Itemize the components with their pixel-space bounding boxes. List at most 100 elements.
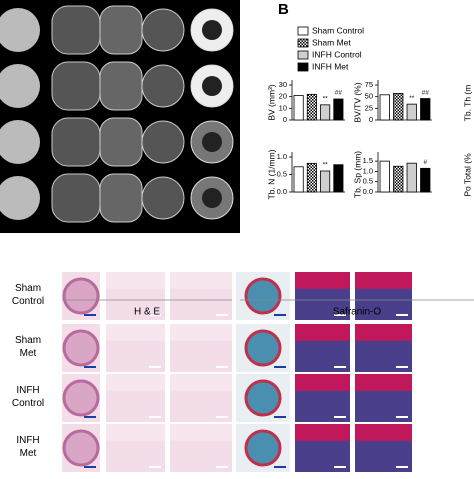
- cartilage: [295, 272, 350, 289]
- cartilage: [355, 324, 412, 341]
- legend-swatch: [297, 38, 309, 48]
- cartilage: [355, 272, 412, 289]
- significance-label: #: [423, 159, 427, 166]
- legend-swatch: [297, 62, 309, 72]
- legend-label: INFH Control: [312, 49, 362, 59]
- cartilage: [106, 272, 165, 289]
- legend-label: INFH Met: [312, 61, 349, 71]
- cartilage: [295, 324, 350, 341]
- y-tick-label: 1.0: [277, 152, 287, 161]
- cartilage: [106, 374, 165, 391]
- bar: [306, 93, 317, 121]
- cartilage: [355, 374, 412, 391]
- row-label: INFH Met: [16, 435, 39, 459]
- ct-slice: [141, 176, 185, 220]
- cartilage: [170, 424, 232, 441]
- cartilage: [295, 374, 350, 391]
- bar: [393, 93, 404, 121]
- significance-label: ##: [335, 90, 343, 97]
- y-tick-label: 25: [365, 103, 373, 112]
- stain-title: H & E: [134, 307, 160, 318]
- cartilage: [106, 324, 165, 341]
- y-tick-label: 1.5: [363, 156, 373, 165]
- bar: [420, 167, 431, 193]
- ct-slice: [99, 61, 143, 111]
- bar: [406, 162, 417, 193]
- cartilage: [106, 424, 165, 441]
- ct-slice: [141, 64, 185, 108]
- y-tick-label: 0.5: [363, 177, 373, 186]
- bar: [293, 95, 304, 121]
- femoral-section: [62, 429, 100, 467]
- femoral-section: [62, 329, 100, 367]
- significance-label: **: [323, 162, 329, 169]
- y-axis-label: BV (mm³): [266, 84, 276, 121]
- legend-label: Sham Control: [312, 25, 364, 35]
- bar: [379, 160, 390, 193]
- femoral-section: [244, 379, 282, 417]
- y-axis-label: Tb. Sp (mm): [352, 151, 362, 198]
- bar: [379, 94, 390, 121]
- significance-label: ##: [422, 89, 430, 96]
- bar: [320, 170, 331, 193]
- ct-slice: [51, 117, 101, 167]
- ct-pore: [202, 188, 222, 208]
- legend-swatch: [297, 50, 309, 60]
- micro-ct-images: [0, 5, 234, 223]
- ct-slice: [99, 5, 143, 55]
- cartilage: [170, 324, 232, 341]
- row-label: INFH Control: [12, 385, 44, 409]
- significance-label: **: [409, 95, 415, 102]
- bar: [393, 165, 404, 193]
- y-tick-label: 10: [279, 103, 287, 112]
- bar: [333, 164, 344, 193]
- bar: [320, 104, 331, 121]
- row-label: Sham Met: [15, 335, 41, 359]
- bar: [406, 103, 417, 121]
- ct-pore: [202, 132, 222, 152]
- femoral-head: [0, 8, 40, 52]
- cartilage: [295, 424, 350, 441]
- significance-label: **: [323, 96, 329, 103]
- femoral-section: [62, 379, 100, 417]
- y-tick-label: 30: [279, 80, 287, 89]
- femoral-head: [0, 120, 40, 164]
- ct-slice: [51, 173, 101, 223]
- y-tick-label: 0: [283, 115, 287, 124]
- cartilage: [355, 424, 412, 441]
- y-tick-label: 75: [365, 80, 373, 89]
- clipped-axis-label: Po Total (%: [462, 153, 472, 197]
- y-tick-label: 1.0: [363, 166, 373, 175]
- legend-label: Sham Met: [312, 37, 351, 47]
- ct-pore: [202, 76, 222, 96]
- y-tick-label: 0.5: [277, 169, 287, 178]
- ct-slice: [99, 117, 143, 167]
- cartilage: [170, 374, 232, 391]
- ct-slice: [99, 173, 143, 223]
- ct-pore: [202, 20, 222, 40]
- femoral-section: [244, 429, 282, 467]
- y-axis-label: Tb. N (1/mm): [266, 149, 276, 199]
- bar: [293, 166, 304, 193]
- ct-slice: [51, 5, 101, 55]
- ct-slice: [141, 8, 185, 52]
- row-label: Sham Control: [12, 283, 44, 307]
- y-tick-label: 0: [369, 115, 373, 124]
- femoral-head: [0, 64, 40, 108]
- stain-title: Safranin-O: [333, 307, 382, 318]
- y-tick-label: 50: [365, 92, 373, 101]
- femoral-section: [244, 277, 282, 315]
- bar: [333, 98, 344, 121]
- y-tick-label: 0.0: [363, 187, 373, 196]
- femoral-head: [0, 176, 40, 220]
- femoral-section: [62, 277, 100, 315]
- panel-label: B: [278, 1, 289, 18]
- y-tick-label: 20: [279, 92, 287, 101]
- ct-slice: [51, 61, 101, 111]
- y-axis-label: BV/TV (%): [352, 82, 362, 122]
- bar: [306, 162, 317, 193]
- femoral-section: [244, 329, 282, 367]
- ct-slice: [141, 120, 185, 164]
- histology-images: [62, 272, 412, 472]
